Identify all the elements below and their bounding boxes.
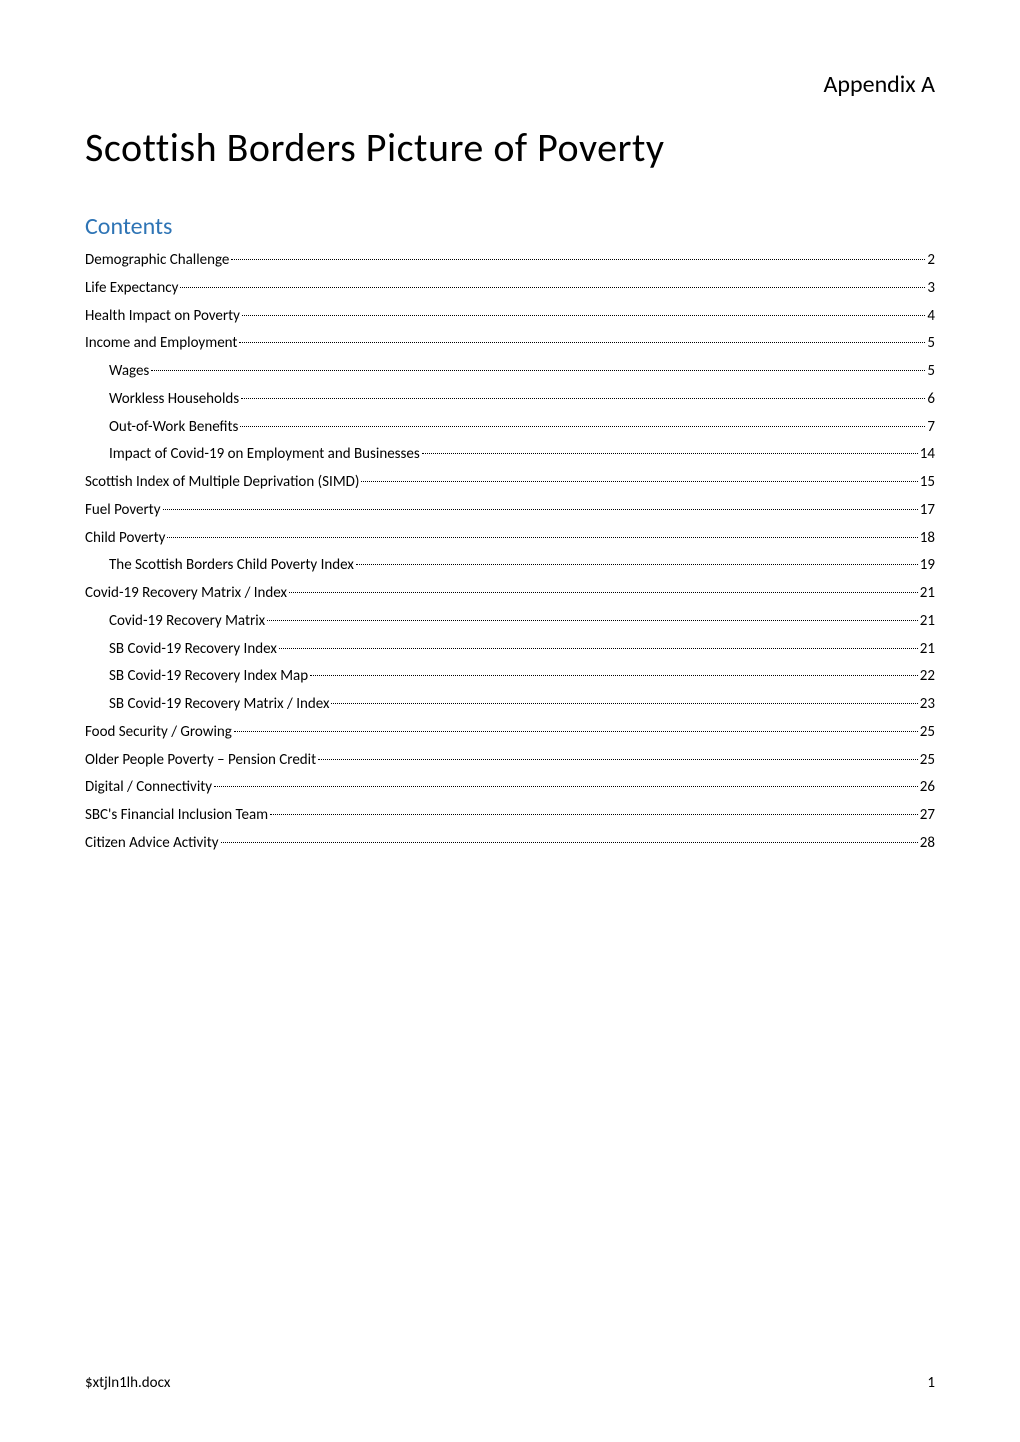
toc-label: SB Covid-19 Recovery Matrix / Index (109, 691, 329, 719)
toc-entry[interactable]: Digital / Connectivity 26 (85, 774, 935, 802)
toc-label: Demographic Challenge (85, 247, 229, 275)
footer-filename: $xtjln1lh.docx (85, 1374, 170, 1392)
toc-page: 6 (927, 386, 935, 414)
toc-leader (361, 481, 917, 482)
toc-entry[interactable]: Impact of Covid-19 on Employment and Bus… (85, 441, 935, 469)
toc-leader (214, 786, 918, 787)
toc-label: SBC's Financial Inclusion Team (85, 802, 268, 830)
toc-leader (331, 703, 917, 704)
toc-entry[interactable]: Demographic Challenge 2 (85, 247, 935, 275)
toc-label: Workless Households (109, 386, 239, 414)
toc-entry[interactable]: Citizen Advice Activity 28 (85, 830, 935, 858)
toc-label: Life Expectancy (85, 275, 178, 303)
toc-entry[interactable]: Child Poverty 18 (85, 525, 935, 553)
toc-page: 4 (927, 303, 935, 331)
toc-leader (241, 398, 925, 399)
toc-entry[interactable]: Covid-19 Recovery Matrix 21 (85, 608, 935, 636)
toc-leader (422, 453, 918, 454)
toc-label: SB Covid-19 Recovery Index (109, 636, 277, 664)
toc-leader (167, 537, 917, 538)
toc-page: 15 (920, 469, 935, 497)
toc-label: Covid-19 Recovery Matrix / Index (85, 580, 287, 608)
toc-page: 14 (920, 441, 935, 469)
toc-page: 27 (920, 802, 935, 830)
toc-leader (180, 287, 925, 288)
toc-leader (240, 426, 925, 427)
toc-leader (163, 509, 918, 510)
toc-page: 25 (920, 719, 935, 747)
page-title: Scottish Borders Picture of Poverty (85, 123, 935, 172)
toc-page: 23 (920, 691, 935, 719)
toc-leader (267, 620, 918, 621)
toc-label: Wages (109, 358, 149, 386)
toc-leader (318, 759, 918, 760)
toc-label: SB Covid-19 Recovery Index Map (109, 663, 308, 691)
toc-leader (270, 814, 918, 815)
table-of-contents: Demographic Challenge 2 Life Expectancy … (85, 247, 935, 858)
toc-leader (221, 842, 918, 843)
toc-entry[interactable]: Wages 5 (85, 358, 935, 386)
toc-page: 2 (927, 247, 935, 275)
toc-entry[interactable]: SB Covid-19 Recovery Index Map 22 (85, 663, 935, 691)
toc-label: Food Security / Growing (85, 719, 232, 747)
toc-label: Income and Employment (85, 330, 237, 358)
toc-leader (231, 259, 925, 260)
toc-leader (239, 342, 925, 343)
toc-leader (234, 731, 918, 732)
toc-entry[interactable]: Fuel Poverty 17 (85, 497, 935, 525)
toc-page: 25 (920, 747, 935, 775)
footer-page-number: 1 (927, 1374, 935, 1392)
toc-entry[interactable]: SB Covid-19 Recovery Index 21 (85, 636, 935, 664)
toc-leader (242, 315, 925, 316)
toc-page: 3 (927, 275, 935, 303)
toc-entry[interactable]: The Scottish Borders Child Poverty Index… (85, 552, 935, 580)
toc-label: Out-of-Work Benefits (109, 414, 238, 442)
toc-leader (289, 592, 918, 593)
toc-page: 28 (920, 830, 935, 858)
toc-page: 7 (927, 414, 935, 442)
toc-entry[interactable]: Life Expectancy 3 (85, 275, 935, 303)
toc-entry[interactable]: Food Security / Growing 25 (85, 719, 935, 747)
toc-label: Digital / Connectivity (85, 774, 212, 802)
toc-entry[interactable]: Covid-19 Recovery Matrix / Index 21 (85, 580, 935, 608)
toc-page: 22 (920, 663, 935, 691)
toc-entry[interactable]: Workless Households 6 (85, 386, 935, 414)
page-footer: $xtjln1lh.docx 1 (85, 1374, 935, 1392)
toc-leader (151, 370, 925, 371)
toc-leader (310, 675, 918, 676)
toc-entry[interactable]: Out-of-Work Benefits 7 (85, 414, 935, 442)
toc-label: Fuel Poverty (85, 497, 161, 525)
toc-page: 18 (920, 525, 935, 553)
toc-entry[interactable]: Older People Poverty – Pension Credit 25 (85, 747, 935, 775)
toc-entry[interactable]: SBC's Financial Inclusion Team 27 (85, 802, 935, 830)
toc-page: 5 (927, 358, 935, 386)
toc-page: 21 (920, 580, 935, 608)
appendix-label: Appendix A (85, 70, 935, 99)
contents-heading: Contents (85, 212, 935, 241)
toc-label: Scottish Index of Multiple Deprivation (… (85, 469, 359, 497)
toc-label: Health Impact on Poverty (85, 303, 240, 331)
toc-page: 21 (920, 636, 935, 664)
toc-label: Covid-19 Recovery Matrix (109, 608, 265, 636)
toc-entry[interactable]: Scottish Index of Multiple Deprivation (… (85, 469, 935, 497)
toc-page: 5 (927, 330, 935, 358)
toc-label: Citizen Advice Activity (85, 830, 219, 858)
toc-page: 21 (920, 608, 935, 636)
toc-leader (279, 648, 918, 649)
toc-label: The Scottish Borders Child Poverty Index (109, 552, 354, 580)
toc-page: 26 (920, 774, 935, 802)
toc-label: Impact of Covid-19 on Employment and Bus… (109, 441, 420, 469)
toc-entry[interactable]: Health Impact on Poverty 4 (85, 303, 935, 331)
toc-entry[interactable]: Income and Employment 5 (85, 330, 935, 358)
toc-leader (356, 564, 918, 565)
toc-page: 17 (920, 497, 935, 525)
toc-label: Older People Poverty – Pension Credit (85, 747, 316, 775)
toc-page: 19 (920, 552, 935, 580)
toc-label: Child Poverty (85, 525, 165, 553)
toc-entry[interactable]: SB Covid-19 Recovery Matrix / Index 23 (85, 691, 935, 719)
